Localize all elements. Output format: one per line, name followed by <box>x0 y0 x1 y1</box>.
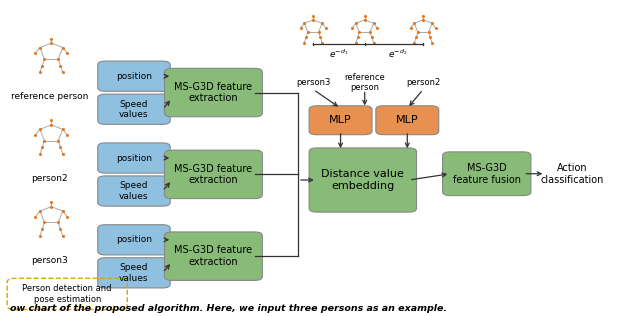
Text: reference
person: reference person <box>344 73 385 92</box>
Text: Person detection and
pose estimation: Person detection and pose estimation <box>22 284 112 304</box>
FancyBboxPatch shape <box>164 150 262 198</box>
Text: person3: person3 <box>31 256 68 265</box>
FancyBboxPatch shape <box>164 68 262 117</box>
Text: MS-G3D feature
extraction: MS-G3D feature extraction <box>174 164 253 185</box>
FancyBboxPatch shape <box>164 232 262 280</box>
FancyBboxPatch shape <box>98 94 170 124</box>
FancyBboxPatch shape <box>443 152 531 196</box>
Text: MS-G3D
feature fusion: MS-G3D feature fusion <box>452 163 521 185</box>
FancyBboxPatch shape <box>309 106 372 135</box>
Text: person3: person3 <box>296 78 330 87</box>
Text: reference person: reference person <box>11 92 88 101</box>
FancyBboxPatch shape <box>376 106 439 135</box>
Text: position: position <box>116 154 152 162</box>
FancyBboxPatch shape <box>309 148 417 212</box>
Text: MS-G3D feature
extraction: MS-G3D feature extraction <box>174 245 253 267</box>
FancyBboxPatch shape <box>98 258 170 288</box>
Text: person2: person2 <box>31 174 68 183</box>
Text: position: position <box>116 72 152 81</box>
FancyBboxPatch shape <box>98 143 170 173</box>
Text: MLP: MLP <box>329 115 352 125</box>
Text: Speed
values: Speed values <box>119 263 148 283</box>
Text: ow chart of the proposed algorithm. Here, we input three persons as an example.: ow chart of the proposed algorithm. Here… <box>10 304 447 313</box>
Text: position: position <box>116 235 152 244</box>
Text: MS-G3D feature
extraction: MS-G3D feature extraction <box>174 82 253 103</box>
Text: $e^{-d_2}$: $e^{-d_2}$ <box>388 48 408 60</box>
Text: Speed
values: Speed values <box>119 181 148 201</box>
Text: $e^{-d_1}$: $e^{-d_1}$ <box>329 48 348 60</box>
Text: Action
classification: Action classification <box>541 163 604 185</box>
FancyBboxPatch shape <box>98 176 170 206</box>
Text: person2: person2 <box>406 78 440 87</box>
Text: Speed
values: Speed values <box>119 100 148 119</box>
FancyBboxPatch shape <box>98 225 170 255</box>
Text: Distance value
embedding: Distance value embedding <box>321 169 404 191</box>
Text: MLP: MLP <box>396 115 419 125</box>
FancyBboxPatch shape <box>98 61 170 91</box>
